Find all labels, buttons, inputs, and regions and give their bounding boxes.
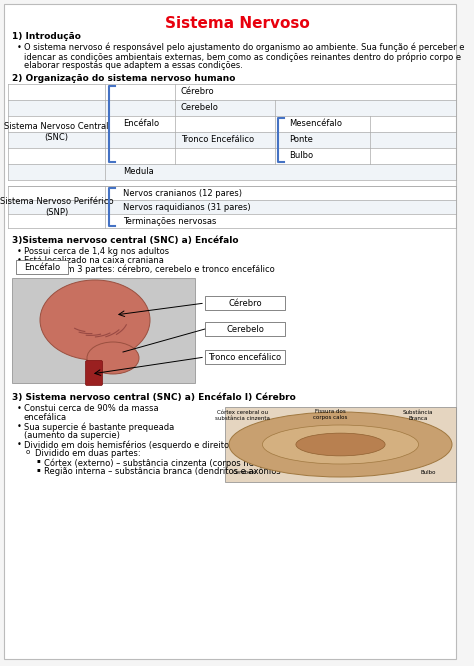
FancyBboxPatch shape [205, 350, 285, 364]
Text: •: • [17, 404, 22, 413]
Text: Cerebelo: Cerebelo [226, 324, 264, 334]
Text: Nervos cranianos (12 pares): Nervos cranianos (12 pares) [123, 188, 242, 198]
Ellipse shape [87, 342, 139, 374]
Text: •: • [17, 422, 22, 431]
Text: •: • [17, 247, 22, 256]
Text: encefálica: encefálica [24, 412, 67, 422]
Text: O sistema nervoso é responsável pelo ajustamento do organismo ao ambiente. Sua f: O sistema nervoso é responsável pelo aju… [24, 43, 465, 53]
Text: Dividido em 3 partes: cérebro, cerebelo e tronco encefálico: Dividido em 3 partes: cérebro, cerebelo … [24, 265, 275, 274]
Text: Bulbo: Bulbo [420, 470, 436, 475]
FancyBboxPatch shape [8, 132, 456, 148]
Text: elaborar respostas que adaptem a essas condições.: elaborar respostas que adaptem a essas c… [24, 61, 243, 70]
Text: Dividido em duas partes:: Dividido em duas partes: [35, 449, 141, 458]
Text: o: o [26, 449, 30, 455]
FancyBboxPatch shape [85, 360, 102, 386]
FancyBboxPatch shape [16, 260, 68, 274]
Text: Sistema Nervoso: Sistema Nervoso [164, 16, 310, 31]
Text: Tronco Encefálico: Tronco Encefálico [181, 135, 254, 145]
FancyBboxPatch shape [8, 200, 456, 214]
Text: ▪: ▪ [37, 467, 41, 472]
Text: Sistema Nervoso Periférico
(SNP): Sistema Nervoso Periférico (SNP) [0, 197, 113, 216]
Text: Está localizado na caixa craniana: Está localizado na caixa craniana [24, 256, 164, 265]
Text: Terminações nervosas: Terminações nervosas [123, 216, 216, 226]
Text: Substância
Branca: Substância Branca [403, 410, 433, 421]
Text: Sua supercie é bastante prequeada: Sua supercie é bastante prequeada [24, 422, 174, 432]
Text: idencar as condições ambientais externas, bem como as condições reinantes dentro: idencar as condições ambientais externas… [24, 52, 461, 61]
Ellipse shape [40, 280, 150, 360]
Ellipse shape [296, 433, 385, 456]
Text: Constui cerca de 90% da massa: Constui cerca de 90% da massa [24, 404, 159, 413]
Text: Cerebelo: Cerebelo [233, 470, 257, 475]
Text: Bulbo: Bulbo [289, 151, 313, 161]
Text: ▪: ▪ [37, 458, 41, 463]
Text: •: • [17, 265, 22, 274]
Text: 3) Sistema nervoso central (SNC) a) Encéfalo I) Cérebro: 3) Sistema nervoso central (SNC) a) Encé… [12, 393, 296, 402]
FancyBboxPatch shape [4, 4, 456, 659]
Text: Cérebro: Cérebro [228, 298, 262, 308]
Text: Córtex cerebral ou
substância cinzenta: Córtex cerebral ou substância cinzenta [216, 410, 271, 421]
Text: Cerebelo: Cerebelo [181, 103, 219, 113]
Text: Região interna – substância branca (dendritos e axônios: Região interna – substância branca (dend… [44, 467, 281, 476]
Text: Mesencéfalo: Mesencéfalo [289, 119, 342, 129]
Text: Encéfalo: Encéfalo [123, 119, 159, 129]
Text: Cérebro: Cérebro [181, 87, 215, 97]
Text: Dividido em dois hemisférios (esquerdo e direito): Dividido em dois hemisférios (esquerdo e… [24, 440, 232, 450]
FancyBboxPatch shape [8, 100, 456, 116]
Text: 3)Sistema nervoso central (SNC) a) Encéfalo: 3)Sistema nervoso central (SNC) a) Encéf… [12, 236, 238, 245]
Text: Possui cerca de 1,4 kg nos adultos: Possui cerca de 1,4 kg nos adultos [24, 247, 169, 256]
Text: 2) Organização do sistema nervoso humano: 2) Organização do sistema nervoso humano [12, 74, 236, 83]
Text: Tronco encefálico: Tronco encefálico [209, 352, 282, 362]
Text: Nervos raquidianos (31 pares): Nervos raquidianos (31 pares) [123, 202, 251, 212]
FancyBboxPatch shape [12, 278, 195, 383]
Text: •: • [17, 43, 22, 52]
Text: Ponte: Ponte [289, 135, 313, 145]
FancyBboxPatch shape [225, 407, 456, 482]
Text: Fissura dos
corpos calos: Fissura dos corpos calos [313, 409, 348, 420]
Ellipse shape [229, 412, 452, 477]
Text: 1) Introdução: 1) Introdução [12, 32, 81, 41]
Text: (aumento da supercie): (aumento da supercie) [24, 430, 120, 440]
FancyBboxPatch shape [8, 164, 456, 180]
FancyBboxPatch shape [205, 296, 285, 310]
Text: •: • [17, 256, 22, 265]
FancyBboxPatch shape [205, 322, 285, 336]
Text: •: • [17, 440, 22, 449]
Text: Encéfalo: Encéfalo [24, 262, 60, 272]
Text: Medula: Medula [123, 168, 154, 176]
Ellipse shape [263, 425, 419, 464]
Text: Sistema Nervoso Central
(SNC): Sistema Nervoso Central (SNC) [4, 123, 109, 142]
Text: Córtex (externo) – substância cinzenta (corpos neuronais): Córtex (externo) – substância cinzenta (… [44, 458, 288, 468]
